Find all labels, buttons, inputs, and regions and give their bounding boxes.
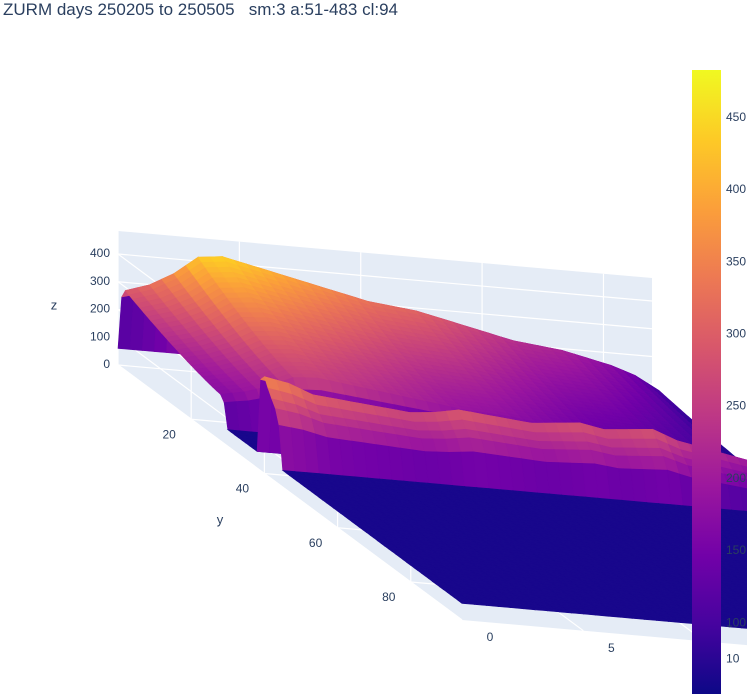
y-tick-label: 20	[163, 427, 177, 441]
colorbar-gradient	[692, 70, 721, 694]
z-tick-label: 400	[90, 246, 110, 260]
z-tick-label: 100	[90, 329, 110, 343]
y-tick-label: 40	[236, 482, 250, 496]
chart-title: ZURM days 250205 to 250505 sm:3 a:51-483…	[3, 0, 399, 19]
y-tick-label: 60	[309, 536, 323, 550]
z-tick-label: 300	[90, 274, 110, 288]
x-tick-label: 10	[726, 652, 740, 666]
z-axis-title: z	[51, 297, 58, 312]
colorbar-tick-label: 100	[726, 615, 746, 629]
z-tick-label: 200	[90, 302, 110, 316]
colorbar-tick-label: 150	[726, 543, 746, 557]
x-tick-label: 5	[608, 641, 615, 655]
colorbar-tick-label: 250	[726, 399, 746, 413]
grid-line	[117, 364, 463, 621]
colorbar-tick-label: 350	[726, 254, 746, 268]
x-tick-label: 0	[487, 630, 494, 644]
colorbar-tick-label: 450	[726, 110, 746, 124]
surface	[117, 256, 747, 629]
y-tick-label: 80	[382, 590, 396, 604]
y-axis-title: y	[217, 512, 224, 527]
colorbar-tick-label: 300	[726, 327, 746, 341]
z-tick-label: 0	[103, 357, 110, 371]
colorbar-tick-label: 200	[726, 471, 746, 485]
colorbar-tick-label: 400	[726, 182, 746, 196]
